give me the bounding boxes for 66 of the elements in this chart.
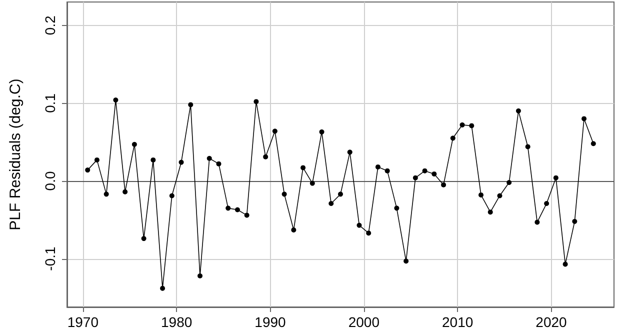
point — [300, 165, 306, 170]
y-tick-label: 0.0 — [42, 171, 58, 191]
point — [338, 192, 343, 197]
point — [150, 157, 156, 162]
point — [412, 175, 418, 180]
point — [432, 171, 437, 176]
point — [188, 102, 194, 108]
point — [226, 206, 231, 211]
point — [422, 168, 428, 174]
point — [169, 193, 174, 198]
x-tick-label: 2010 — [442, 314, 474, 330]
point — [544, 201, 550, 206]
point — [488, 210, 493, 215]
point — [441, 182, 446, 188]
point — [206, 156, 212, 161]
point — [450, 136, 456, 141]
point — [553, 175, 558, 180]
x-tick-label: 1980 — [161, 314, 192, 330]
point — [291, 227, 296, 232]
point — [347, 150, 352, 155]
point — [582, 116, 587, 122]
point — [469, 123, 474, 128]
y-tick-label: 0.2 — [42, 15, 58, 36]
point — [478, 192, 484, 198]
point — [590, 141, 596, 146]
y-tick-label: 0.1 — [42, 93, 58, 113]
y-tick-label: -0.1 — [42, 246, 58, 271]
point — [244, 212, 250, 218]
point — [263, 154, 268, 160]
point — [375, 164, 380, 170]
point — [160, 286, 166, 291]
x-tick-label: 2020 — [536, 314, 568, 330]
point — [460, 122, 465, 128]
x-tick-label: 2000 — [348, 314, 380, 330]
point — [216, 161, 222, 166]
point — [85, 168, 90, 173]
point — [104, 192, 109, 197]
point — [113, 98, 118, 103]
point — [272, 128, 278, 134]
point — [132, 142, 137, 147]
point — [282, 192, 287, 197]
point — [525, 144, 530, 150]
point — [328, 201, 334, 206]
point — [122, 189, 128, 194]
point — [254, 99, 259, 104]
point — [384, 168, 390, 174]
point — [310, 180, 315, 186]
point — [319, 129, 324, 134]
point — [506, 180, 512, 186]
point — [94, 157, 100, 162]
point — [234, 207, 240, 212]
point — [366, 230, 372, 236]
point — [404, 258, 409, 264]
point — [198, 273, 203, 278]
point — [562, 262, 568, 267]
point — [534, 220, 540, 225]
point — [394, 206, 400, 211]
point — [141, 236, 146, 242]
point — [356, 222, 362, 228]
x-tick-label: 1990 — [254, 314, 286, 330]
point — [497, 193, 502, 198]
point — [516, 108, 521, 114]
point — [178, 160, 184, 165]
y-axis-title: PLF Residuals (deg.C) — [7, 78, 24, 230]
x-tick-label: 1970 — [67, 314, 99, 330]
point — [572, 218, 578, 224]
